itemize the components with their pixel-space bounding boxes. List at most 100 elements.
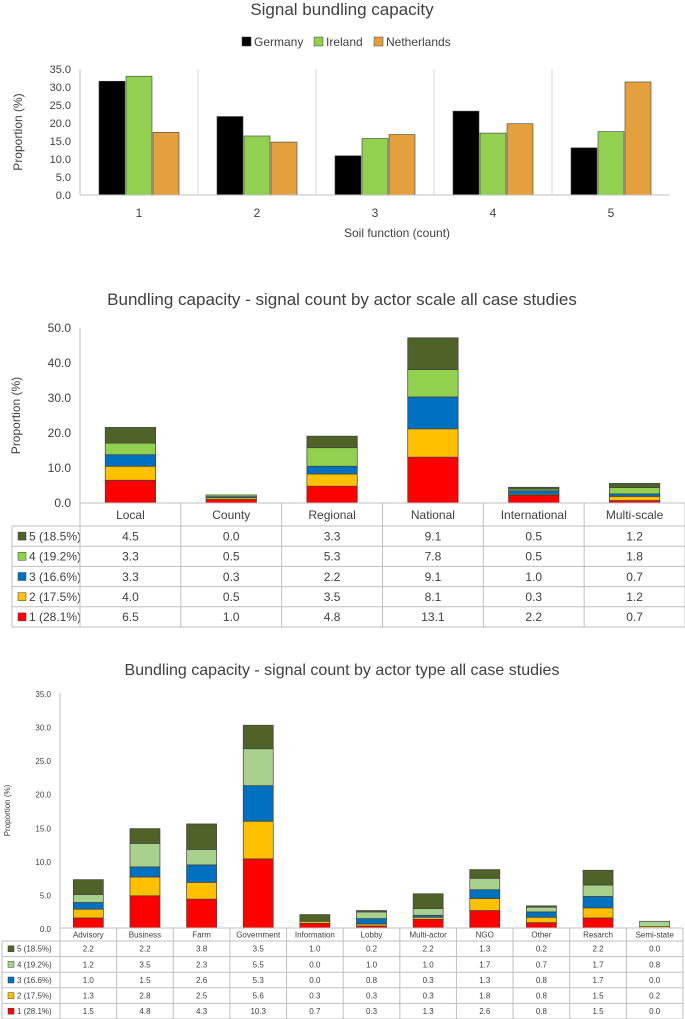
table-header-resarch: Resarch [583, 931, 613, 940]
table-cell: 4.3 [196, 1007, 208, 1016]
table-cell: 1.0 [83, 976, 95, 985]
y-tick-label: 0.0 [40, 925, 52, 934]
legend-swatch-2 [7, 992, 15, 999]
table-cell: 0.8 [649, 960, 661, 969]
table-cell: 1.0 [525, 570, 542, 584]
table-cell: 2.2 [83, 945, 95, 954]
table-cell: 9.1 [425, 570, 442, 584]
table-row-label-1: 1 (28.1%) [29, 610, 81, 624]
table-cell: 5.3 [253, 976, 265, 985]
y-tick-label: 5.0 [40, 891, 52, 900]
table-cell: 0.2 [366, 945, 378, 954]
table-cell: 1.3 [83, 991, 95, 1000]
table-cell: 0.5 [223, 590, 240, 604]
table-row-label-2: 2 (17.5%) [29, 590, 81, 604]
segment-5-international [508, 486, 560, 490]
table-cell: 1.0 [309, 945, 321, 954]
table-header-national: National [411, 508, 455, 522]
table-cell: 5.3 [324, 550, 341, 564]
table-cell: 1.7 [592, 960, 604, 969]
segment-3-business [129, 866, 161, 878]
table-cell: 1.2 [83, 960, 95, 969]
table-cell: 0.3 [223, 570, 240, 584]
table-header-business: Business [129, 931, 161, 940]
segment-1-farm [186, 898, 217, 929]
table-cell: 5.5 [253, 960, 265, 969]
table-header-multi-scale: Multi-scale [606, 508, 664, 522]
legend-swatch-netherlands [373, 36, 384, 47]
chart-1-y-tick-label: 15.0 [50, 136, 71, 148]
chart-1-y-axis-title: Proportion (%) [11, 93, 25, 170]
segment-3-ngo [469, 889, 501, 899]
table-cell: 4.8 [324, 610, 341, 624]
table-cell: 0.7 [626, 570, 643, 584]
segment-4-advisory [72, 894, 104, 903]
table-cell: 0.0 [223, 529, 240, 543]
table-header-advisory: Advisory [73, 931, 104, 940]
legend-swatch-4 [7, 961, 15, 968]
legend-swatch-ireland [313, 36, 324, 47]
bar-germany-5 [570, 147, 598, 196]
chart-3-y-axis-title: Proportion (%) [3, 784, 12, 836]
table-cell: 2.2 [139, 945, 151, 954]
table-cell: 0.3 [309, 991, 321, 1000]
table-cell: 0.7 [309, 1007, 321, 1016]
table-cell: 3.5 [139, 960, 151, 969]
segment-5-advisory [72, 879, 104, 895]
table-row-label-5: 5 (18.5%) [17, 945, 52, 954]
table-cell: 2.8 [139, 991, 151, 1000]
segment-3-local [104, 454, 156, 467]
table-cell: 1.3 [479, 945, 491, 954]
chart-1-y-tick-label: 25.0 [50, 100, 71, 112]
bar-ireland-1 [125, 75, 153, 196]
bar-netherlands-3 [388, 134, 416, 196]
table-cell: 1.7 [479, 960, 491, 969]
table-cell: 1.8 [479, 991, 491, 1000]
table-cell: 9.1 [425, 529, 442, 543]
table-header-county: County [212, 508, 250, 522]
segment-2-national [407, 428, 459, 458]
table-cell: 13.1 [421, 610, 445, 624]
table-cell: 3.3 [324, 529, 341, 543]
table-cell: 0.0 [649, 1007, 661, 1016]
y-tick-label: 40.0 [48, 356, 72, 370]
segment-5-resarch [582, 869, 614, 886]
legend-swatch-1 [7, 1007, 15, 1015]
table-cell: 2.2 [324, 570, 341, 584]
segment-2-farm [186, 881, 217, 900]
segment-2-local [104, 465, 156, 481]
segment-3-government [242, 785, 274, 822]
table-cell: 0.3 [366, 1007, 378, 1016]
legend-swatch-3 [7, 976, 15, 984]
table-cell: 0.5 [525, 529, 542, 543]
segment-2-ngo [469, 898, 501, 911]
table-cell: 0.0 [649, 976, 661, 985]
y-tick-label: 25.0 [35, 757, 51, 766]
bar-netherlands-4 [506, 123, 534, 196]
segment-3-advisory [72, 902, 104, 910]
table-cell: 0.8 [536, 976, 548, 985]
bar-ireland-2 [243, 135, 271, 196]
table-header-government: Government [236, 931, 281, 940]
segment-4-local [104, 442, 156, 456]
segment-1-local [104, 479, 156, 504]
table-cell: 1.7 [592, 976, 604, 985]
chart-2: Bundling capacity - signal count by acto… [9, 290, 664, 624]
table-cell: 4.8 [139, 1007, 151, 1016]
table-cell: 1.5 [83, 1007, 95, 1016]
table-cell: 0.3 [423, 976, 435, 985]
segment-3-farm [186, 864, 217, 883]
table-cell: 1.0 [423, 960, 435, 969]
legend-swatch-5 [7, 945, 15, 953]
table-cell: 3.3 [122, 550, 139, 564]
legend-swatch-2 [17, 592, 27, 601]
segment-4-business [129, 843, 161, 868]
segment-2-advisory [72, 908, 104, 919]
table-header-farm: Farm [192, 931, 211, 940]
segment-2-multi-scale [609, 496, 661, 501]
chart-1-y-tick-label: 35.0 [50, 64, 71, 76]
bar-germany-2 [216, 116, 244, 196]
bar-germany-4 [452, 110, 480, 196]
table-row-label-4: 4 (19.2%) [17, 960, 52, 969]
bar-ireland-5 [597, 131, 625, 196]
